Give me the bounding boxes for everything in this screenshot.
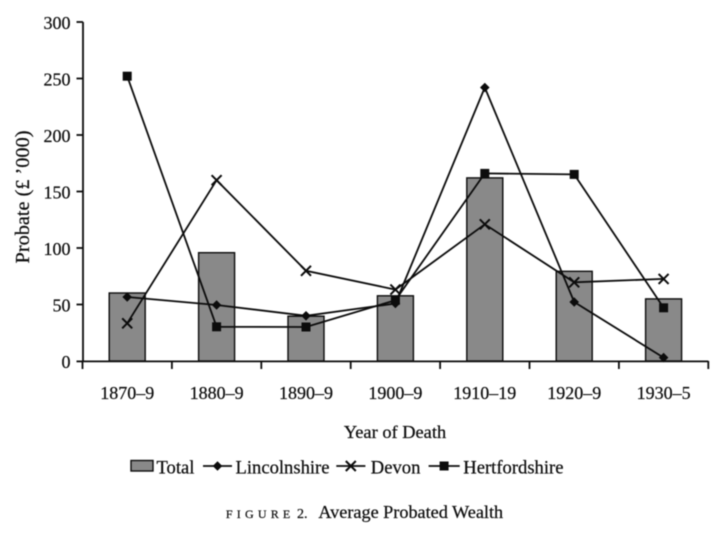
svg-text:100: 100 [44, 239, 71, 259]
svg-text:1900–9: 1900–9 [368, 383, 422, 403]
svg-text:250: 250 [44, 70, 71, 90]
svg-text:1910–19: 1910–19 [453, 383, 516, 403]
svg-text:FIGURE: FIGURE [226, 507, 295, 521]
svg-text:Total: Total [157, 458, 195, 479]
svg-text:200: 200 [44, 126, 71, 146]
svg-text:Lincolnshire: Lincolnshire [236, 458, 330, 479]
svg-text:0: 0 [62, 352, 71, 372]
svg-text:Average Probated Wealth: Average Probated Wealth [318, 502, 503, 522]
svg-text:50: 50 [53, 296, 71, 316]
svg-text:Devon: Devon [371, 458, 421, 479]
svg-text:2.: 2. [297, 507, 308, 522]
svg-text:1890–9: 1890–9 [279, 383, 333, 403]
svg-text:300: 300 [44, 13, 71, 33]
svg-text:1920–9: 1920–9 [547, 383, 601, 403]
svg-text:Hertfordshire: Hertfordshire [463, 458, 563, 479]
svg-text:Probate (£ ’000): Probate (£ ’000) [12, 131, 34, 264]
svg-text:150: 150 [44, 183, 71, 203]
svg-text:1930–5: 1930–5 [637, 383, 691, 403]
svg-text:1880–9: 1880–9 [190, 383, 244, 403]
svg-text:Year of Death: Year of Death [344, 422, 446, 442]
svg-text:1870–9: 1870–9 [100, 383, 154, 403]
